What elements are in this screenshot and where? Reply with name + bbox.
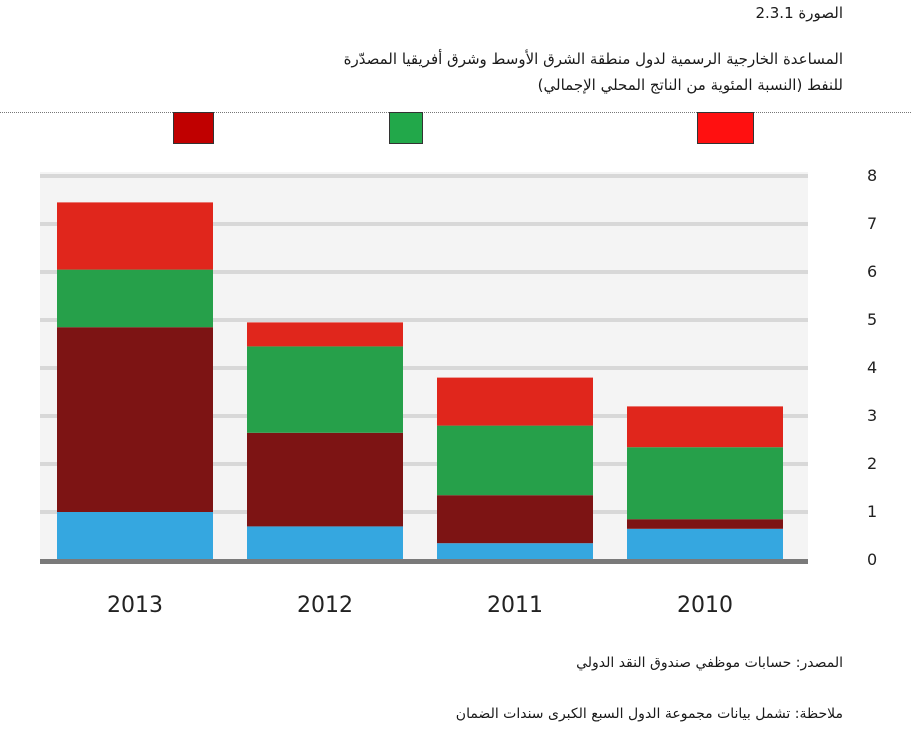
bar-segment — [247, 432, 403, 527]
legend-swatch-dark-red — [173, 112, 214, 144]
legend-swatch-red — [697, 112, 754, 144]
figure-title-line2: للنفط (النسبة المئوية من الناتج المحلي ا… — [537, 76, 843, 94]
source-note: المصدر: حسابات موظفي صندوق النقد الدولي — [576, 655, 843, 671]
bar-segment — [247, 346, 403, 433]
bar-segment — [627, 406, 783, 448]
bar-segment — [57, 269, 213, 328]
figure-title-line1: المساعدة الخارجية الرسمية لدول منطقة الش… — [343, 50, 843, 68]
y-tick-label: 8 — [867, 166, 877, 185]
bar-segment — [437, 425, 593, 496]
x-tick-label: 2012 — [297, 593, 353, 618]
legend-swatch-green — [389, 112, 423, 144]
y-tick-label: 2 — [867, 454, 877, 473]
figure-label: الصورة 2.3.1 — [755, 4, 843, 22]
x-axis-line — [40, 559, 808, 564]
x-tick-label: 2010 — [677, 593, 733, 618]
dotted-divider — [0, 112, 911, 113]
y-tick-label: 3 — [867, 406, 877, 425]
y-tick-label: 0 — [867, 550, 877, 569]
bar-segment — [57, 327, 213, 512]
bar-segment — [57, 512, 213, 560]
y-tick-label: 7 — [867, 214, 877, 233]
y-tick-label: 4 — [867, 358, 877, 377]
y-tick-label: 1 — [867, 502, 877, 521]
bar-segment — [247, 322, 403, 347]
stacked-bar-chart: 0 1 2 3 4 5 6 7 8 2013 2012 2011 2010 — [40, 166, 877, 618]
x-tick-label: 2011 — [487, 593, 543, 618]
y-tick-label: 5 — [867, 310, 877, 329]
bar-segment — [247, 526, 403, 560]
bar-segment — [437, 495, 593, 544]
bar-segment — [57, 202, 213, 270]
bar-segment — [437, 377, 593, 426]
y-tick-label: 6 — [867, 262, 877, 281]
bar-segment — [627, 447, 783, 520]
x-tick-label: 2013 — [107, 593, 163, 618]
bar-segment — [627, 528, 783, 560]
figure-header: الصورة 2.3.1 المساعدة الخارجية الرسمية ل… — [123, 4, 843, 98]
bar-segment — [627, 519, 783, 529]
bar-segment — [437, 543, 593, 560]
footnote: ملاحظة: تشمل بيانات مجموعة الدول السبع ا… — [455, 706, 843, 722]
